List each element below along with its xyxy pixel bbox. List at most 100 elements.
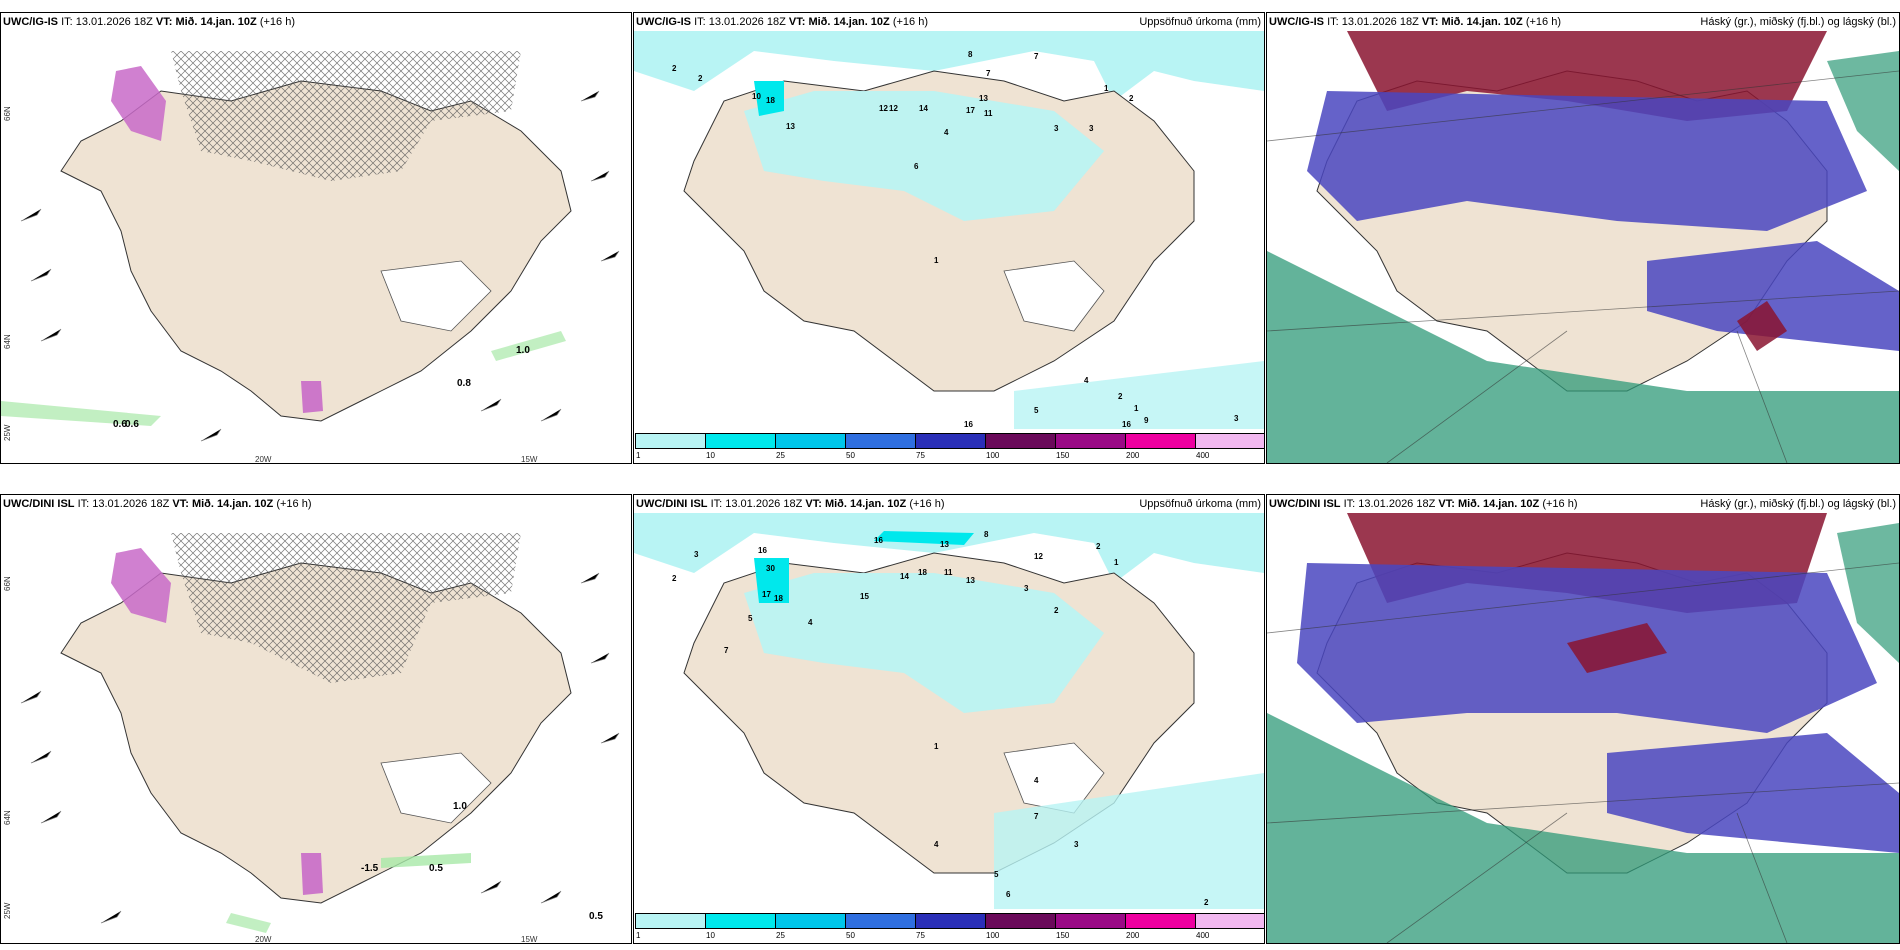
precip-core xyxy=(754,558,789,603)
colorbar-tick-label: 75 xyxy=(916,451,925,460)
lon-label-15w: 15W xyxy=(521,935,538,944)
mixed-precip-nw xyxy=(111,548,171,623)
colorbar-tick-label: 150 xyxy=(1056,451,1070,460)
precip-value: 2 xyxy=(1096,542,1101,551)
precip-value: 1 xyxy=(934,256,939,265)
lat-label-64n: 64N xyxy=(3,810,12,825)
colorbar-swatch xyxy=(915,433,986,449)
precip-value: 18 xyxy=(766,96,775,105)
precip-value: 1 xyxy=(1114,558,1119,567)
colorbar-swatch xyxy=(1195,913,1264,929)
precip-sea-south xyxy=(1014,361,1264,429)
colorbar-swatch xyxy=(845,913,916,929)
colorbar-swatch xyxy=(775,433,846,449)
wind-map: 1.0 0.8 0.6 0.6 xyxy=(1,51,620,442)
cloud-map xyxy=(1267,513,1899,943)
precip-value: 13 xyxy=(966,576,975,585)
colorbar: 1 10 25 50 75 100 150 200 400 xyxy=(635,913,1264,943)
precip-value: 4 xyxy=(944,128,949,137)
panel-title: UWC/IG-IS IT: 13.01.2026 18Z VT: Mið. 14… xyxy=(1269,16,1561,28)
precip-value: 8 xyxy=(984,530,989,539)
precip-value: 1 xyxy=(1104,84,1109,93)
colorbar-swatch xyxy=(775,913,846,929)
colorbar-tick-label: 50 xyxy=(846,931,855,940)
colorbar-tick-label: 25 xyxy=(776,931,785,940)
precip-value: 5 xyxy=(748,614,753,623)
lat-label-64n: 64N xyxy=(3,334,12,349)
colorbar-tick-label: 1 xyxy=(636,931,641,940)
colorbar-tick-label: 150 xyxy=(1056,931,1070,940)
mid-cloud xyxy=(1307,91,1867,231)
lat-label-25w: 25W xyxy=(3,424,12,441)
temp-label: 0.5 xyxy=(589,911,603,922)
colorbar-tick-label: 100 xyxy=(986,931,1000,940)
precip-value: 16 xyxy=(874,536,883,545)
precip-value: 11 xyxy=(984,109,993,118)
precip-value: 18 xyxy=(774,594,783,603)
low-cloud-north xyxy=(1347,31,1827,121)
colorbar-swatch xyxy=(1195,433,1264,449)
colorbar-swatch xyxy=(915,913,986,929)
colorbar-swatch xyxy=(1125,433,1196,449)
precip-value: 13 xyxy=(940,540,949,549)
precip-value: 13 xyxy=(979,94,988,103)
precip-value: 2 xyxy=(1204,898,1209,907)
precip-values: 3 2 16 30 17 18 13 16 18 13 11 14 15 12 … xyxy=(672,530,1209,907)
colorbar-tick-label: 200 xyxy=(1126,931,1140,940)
precip-value: 3 xyxy=(1234,414,1239,423)
product-title: Háský (gr.), miðský (fj.bl.) og lágský (… xyxy=(1700,498,1896,510)
precip-value: 17 xyxy=(762,590,771,599)
glacier-area xyxy=(1003,742,1105,814)
colorbar-swatch xyxy=(635,433,706,449)
precip-value: 1 xyxy=(1134,404,1139,413)
rain-strip-se xyxy=(491,331,566,361)
precip-value: 12 xyxy=(879,104,888,113)
precip-value: 12 xyxy=(1034,552,1043,561)
colorbar-tick-label: 200 xyxy=(1126,451,1140,460)
precip-band-north xyxy=(744,91,1104,221)
precip-core xyxy=(754,81,784,116)
high-cloud-ne xyxy=(1827,51,1899,171)
precip-value: 1 xyxy=(934,742,939,751)
precip-values: 2 2 10 18 13 12 12 14 17 13 11 8 7 7 4 6… xyxy=(672,50,1239,429)
colorbar-swatch xyxy=(705,433,776,449)
precip-value: 3 xyxy=(1024,584,1029,593)
precip-value: 2 xyxy=(1118,392,1123,401)
glacier-area xyxy=(380,260,492,332)
colorbar-swatch xyxy=(985,913,1056,929)
colorbar-swatch xyxy=(1055,433,1126,449)
precip-value: 4 xyxy=(934,840,939,849)
precip-value: 14 xyxy=(919,104,928,113)
colorbar-tick-label: 400 xyxy=(1196,451,1210,460)
product-title: Uppsöfnuð úrkoma (mm) xyxy=(1139,16,1261,28)
hatch-area xyxy=(171,51,521,181)
colorbar-tick-label: 75 xyxy=(916,931,925,940)
low-cloud-mid xyxy=(1567,623,1667,673)
precip-value: 5 xyxy=(994,870,999,879)
colorbar: 1 10 25 50 75 100 150 200 400 xyxy=(635,433,1264,463)
temp-label: 0.6 xyxy=(125,419,139,430)
temp-label: 0.5 xyxy=(429,863,443,874)
colorbar-tick-label: 400 xyxy=(1196,931,1210,940)
precip-value: 6 xyxy=(914,162,919,171)
graticule xyxy=(1267,70,1899,463)
precip-value: 4 xyxy=(808,618,813,627)
precip-value: 2 xyxy=(1129,94,1134,103)
precip-value: 16 xyxy=(1122,420,1131,429)
colorbar-swatch xyxy=(1055,913,1126,929)
precip-value: 4 xyxy=(1034,776,1039,785)
wind-barbs xyxy=(20,90,620,442)
precip-value: 3 xyxy=(1054,124,1059,133)
panel-title: UWC/DINI ISL IT: 13.01.2026 18Z VT: Mið.… xyxy=(1269,498,1578,510)
precip-value: 17 xyxy=(966,106,975,115)
panel-title: UWC/DINI ISL IT: 13.01.2026 18Z VT: Mið.… xyxy=(636,498,945,510)
temp-label: -1.5 xyxy=(361,863,379,874)
mid-cloud-se xyxy=(1607,733,1899,853)
lat-label-66n: 66N xyxy=(3,576,12,591)
lat-label-66n: 66N xyxy=(3,106,12,121)
precip-value: 10 xyxy=(752,92,761,101)
high-cloud-south xyxy=(1267,251,1899,463)
product-title: Háský (gr.), miðský (fj.bl.) og lágský (… xyxy=(1700,16,1896,28)
colorbar-swatch xyxy=(845,433,916,449)
precip-map: 2 2 10 18 13 12 12 14 17 13 11 8 7 7 4 6… xyxy=(634,31,1264,429)
